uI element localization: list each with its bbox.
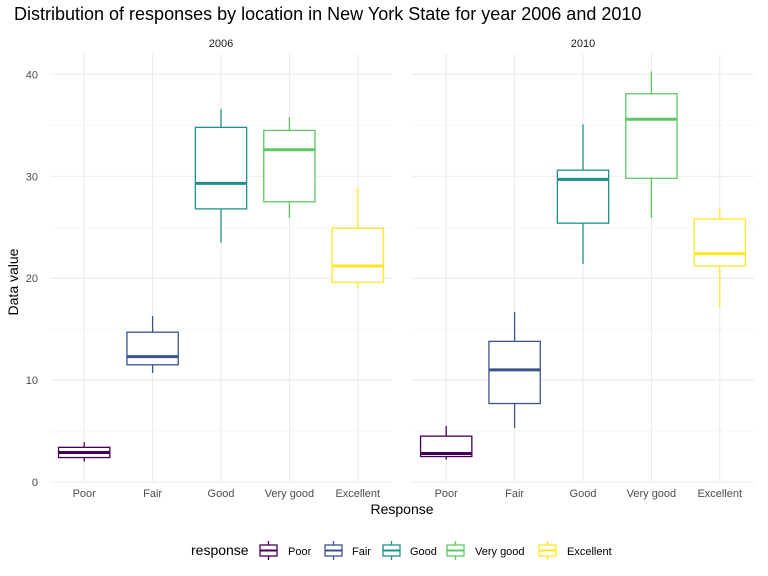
x-tick-label-poor: Poor [435,488,459,500]
panels: 2006 0 10 20 30 40 Poor Fair Good Very good Excell… [26,38,754,500]
panel-2010: 2010 Poor Fair Good Very good Excellent [412,38,754,500]
box-2010-good [556,124,610,264]
legend-item-fair: Fair [324,541,371,560]
box-2010-excellent [693,207,747,307]
box-iqr [263,129,316,203]
y-tick-label: 20 [26,273,38,285]
box-2006-very-good [263,117,316,219]
legend-key-excellent [538,541,557,560]
y-tick-label: 40 [26,69,38,81]
box-iqr [194,126,248,210]
box-2006-fair [126,315,179,373]
box-iqr [625,93,678,179]
box-iqr [488,340,541,405]
x-tick-label-excellent: Excellent [335,488,380,500]
x-tick-label-very-good: Very good [627,488,677,500]
x-tick-label-good: Good [208,488,235,500]
legend-label-good: Good [410,546,437,558]
box-2006-excellent [331,187,385,289]
x-tick-label-good: Good [570,488,597,500]
box-iqr [331,227,385,283]
box-2010-fair [488,311,541,428]
legend-key-poor [259,541,278,560]
box-iqr [126,331,179,366]
panel-label-2010: 2010 [571,38,595,50]
panel-2006: 2006 0 10 20 30 40 Poor Fair Good Very good Excell… [26,38,392,500]
panel-label-2006: 2006 [209,38,233,50]
y-axis-title: Data value [5,248,21,315]
box-iqr [693,218,747,267]
legend-label-poor: Poor [288,546,312,558]
box-2006-poor [57,442,111,462]
y-tick-label: 0 [32,477,38,489]
x-tick-label-fair: Fair [505,488,524,500]
x-axis-title: Response [370,501,433,517]
y-tick-label: 30 [26,171,38,183]
legend-item-excellent: Excellent [538,541,612,560]
legend-label-fair: Fair [352,546,371,558]
legend-item-very-good: Very good [446,541,525,560]
x-tick-label-poor: Poor [73,488,97,500]
legend-title: response [191,542,249,558]
x-tick-label-very-good: Very good [265,488,315,500]
box-2010-poor [419,425,473,460]
x-tick-label-fair: Fair [143,488,162,500]
x-tick-label-excellent: Excellent [697,488,742,500]
box-iqr [419,435,473,458]
legend-label-excellent: Excellent [567,546,612,558]
legend-item-poor: Poor [259,541,312,560]
chart-title: Distribution of responses by location in… [14,4,641,24]
y-tick-label: 10 [26,375,38,387]
legend-item-good: Good [382,541,437,560]
box-2006-good [194,109,248,243]
legend-key-good [382,541,401,560]
legend: response Poor Fair Good Very good Excellent [191,541,612,560]
legend-key-fair [324,541,343,560]
box-2010-very-good [625,71,678,219]
legend-label-very-good: Very good [475,546,525,558]
legend-key-very-good [446,541,465,560]
legend-items: Poor Fair Good Very good Excellent [259,541,612,560]
